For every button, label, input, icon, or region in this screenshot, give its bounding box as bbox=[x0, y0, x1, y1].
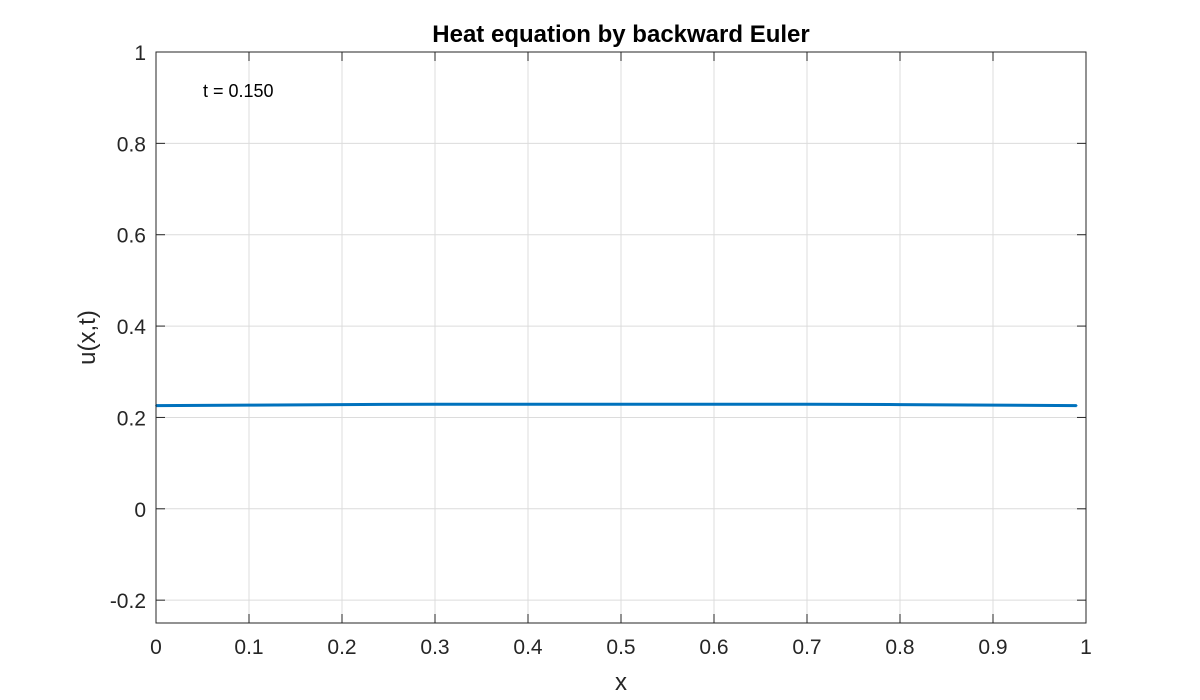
data-point bbox=[341, 403, 343, 406]
data-point bbox=[992, 404, 994, 406]
y-axis-label: u(x,t) bbox=[74, 310, 101, 365]
x-tick-label: 0.3 bbox=[420, 636, 449, 659]
chart-title: Heat equation by backward Euler bbox=[432, 21, 809, 48]
y-tick-label: 0.8 bbox=[117, 133, 146, 156]
series-line bbox=[155, 402, 1077, 408]
y-tick-label: 0 bbox=[134, 499, 146, 522]
x-tick-label: 0.8 bbox=[885, 636, 914, 659]
data-point bbox=[620, 403, 622, 405]
x-tick-label: 0.7 bbox=[792, 636, 821, 659]
x-tick-label: 0 bbox=[150, 636, 162, 659]
x-tick-label: 0.6 bbox=[699, 636, 728, 659]
series-layer bbox=[155, 402, 1078, 408]
x-tick-label: 0.5 bbox=[606, 636, 635, 659]
data-point bbox=[899, 403, 901, 406]
data-point bbox=[434, 403, 436, 405]
grid-layer bbox=[156, 51, 1086, 623]
y-tick-label: -0.2 bbox=[110, 590, 146, 613]
x-tick-label: 1 bbox=[1080, 636, 1092, 659]
y-tick-label: 0.4 bbox=[117, 316, 147, 339]
data-point bbox=[248, 404, 250, 406]
x-tick-label: 0.9 bbox=[978, 636, 1007, 659]
data-point bbox=[713, 403, 715, 405]
x-axis-label: x bbox=[615, 669, 627, 696]
y-tick-label: 0.2 bbox=[117, 407, 146, 430]
tick-layer: 0 0.1 0.2 0.3 0.4 0.5 0.6 0.7 0.8 0.9 1-0.200.20.4… bbox=[110, 42, 1092, 659]
data-point bbox=[1075, 404, 1078, 407]
x-tick-label: 0.4 bbox=[513, 636, 543, 659]
x-tick-label: 0.2 bbox=[327, 636, 356, 659]
data-point bbox=[806, 403, 808, 405]
y-tick-label: 0.6 bbox=[117, 225, 146, 248]
time-annotation: t = 0.150 bbox=[203, 81, 274, 101]
x-tick-label: 0.1 bbox=[234, 636, 263, 659]
y-tick-label: 1 bbox=[134, 42, 146, 65]
data-point bbox=[527, 403, 529, 405]
